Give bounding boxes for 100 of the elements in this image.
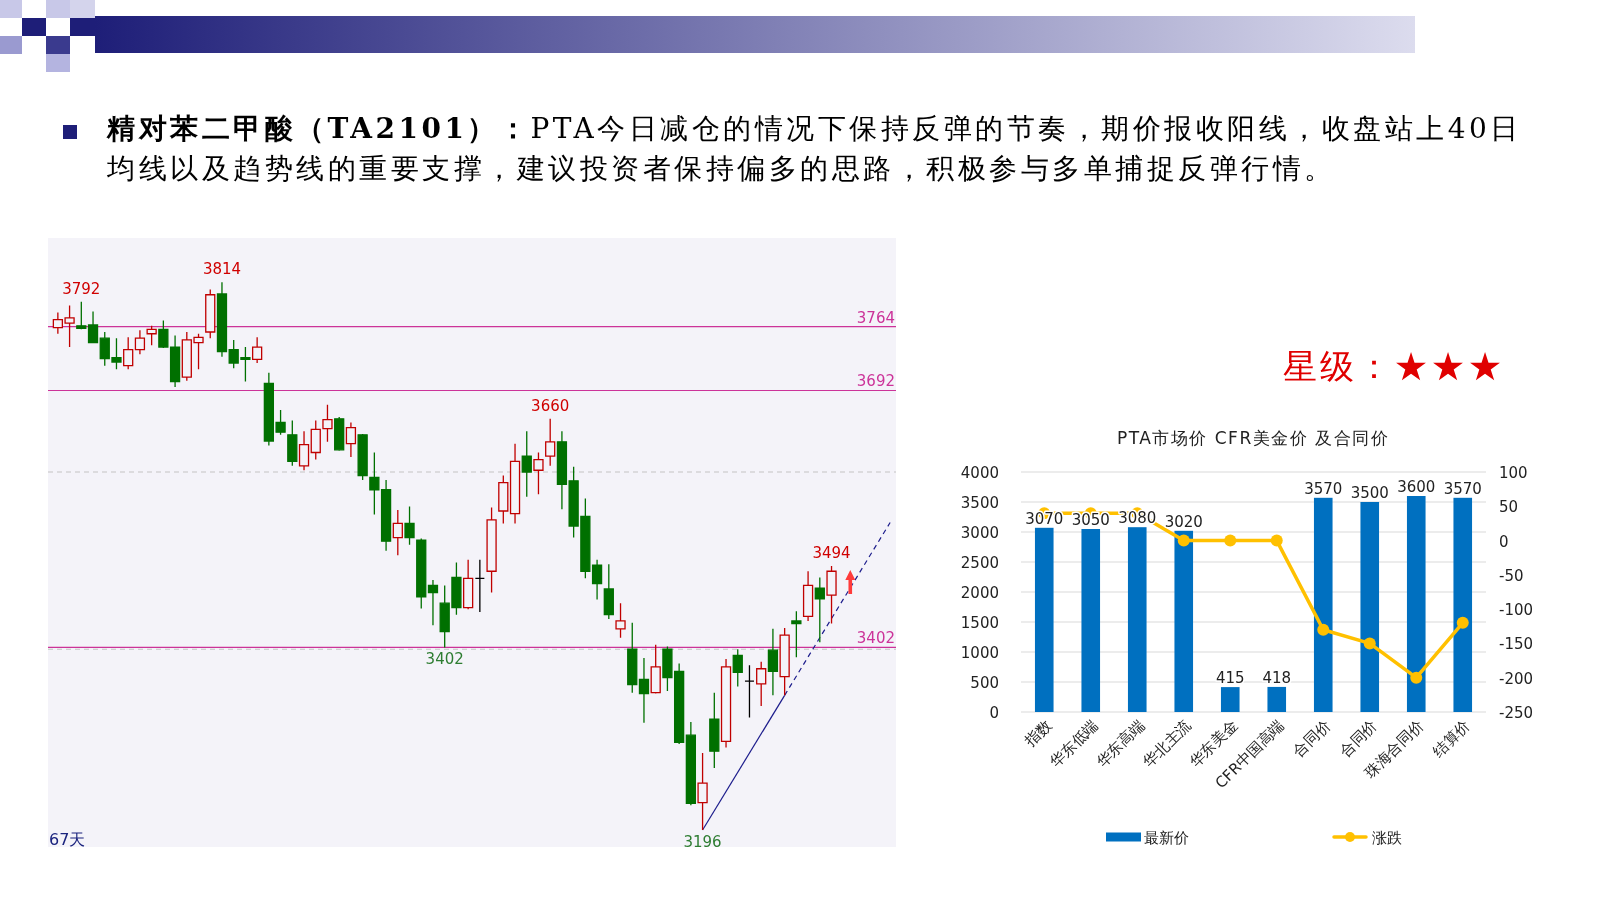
- candlestick: [521, 430, 532, 498]
- y-tick-label: 500: [970, 674, 999, 692]
- text: PTA今日减仓的情况下保持反弹的节奏，期价报收阳线，收盘站上40日: [530, 111, 1522, 147]
- x-tick-label: 结算价: [1429, 716, 1474, 761]
- y-tick-label: 4000: [960, 464, 999, 482]
- legend-label: 涨跌: [1372, 829, 1402, 847]
- candlestick: [123, 336, 134, 370]
- candlestick: [650, 644, 661, 695]
- candlestick: [767, 628, 779, 696]
- bar: [1360, 502, 1380, 712]
- annotation: 3196: [683, 833, 722, 852]
- bar: [1406, 496, 1426, 712]
- data-label: 3500: [1350, 484, 1389, 502]
- candlestick: [357, 433, 368, 481]
- y-tick-label: 1000: [960, 644, 999, 662]
- candlestick: [709, 692, 720, 769]
- bar: [1453, 497, 1473, 712]
- x-tick-label: 指数: [1020, 716, 1056, 751]
- candlestick: [685, 721, 697, 806]
- candlestick: [205, 288, 216, 339]
- candlestick: [146, 325, 157, 346]
- y-tick-label: 0: [989, 704, 999, 722]
- text: 精对苯二甲酸（TA2101）：: [107, 111, 531, 147]
- candlestick: [392, 509, 403, 556]
- candlestick: [334, 416, 345, 452]
- x-tick-label: 合同价: [1289, 716, 1335, 761]
- annotation: 3402: [425, 650, 464, 669]
- candlestick: [462, 559, 474, 611]
- point: [1177, 534, 1190, 547]
- bar: [1081, 529, 1101, 712]
- candlestick: [509, 443, 521, 525]
- candlestick: [486, 506, 497, 594]
- candlestick: [603, 563, 614, 620]
- candlestick: [732, 648, 743, 688]
- annotation: 3660: [531, 396, 570, 415]
- candlestick: [298, 430, 310, 471]
- bar: [1220, 687, 1240, 712]
- candlestick: [627, 622, 638, 694]
- candlestick: [287, 419, 298, 467]
- chart-title: PTA市场价 CFR美金价 及合同价: [1116, 428, 1390, 448]
- bar: [1174, 530, 1194, 712]
- data-label: 3600: [1397, 478, 1436, 496]
- candlestick: [791, 610, 802, 658]
- ref-line-label: 3402: [856, 629, 895, 648]
- candlestick: [697, 752, 708, 831]
- candlestick: [638, 657, 650, 724]
- y2-tick-label: -250: [1499, 704, 1534, 722]
- data-label: 3050: [1071, 511, 1110, 529]
- y-tick-label: 1500: [960, 614, 999, 632]
- text: 均线以及趋势线的重要支撑，建议投资者保持偏多的思路，积极参与多单捕捉反弹行情。: [107, 151, 1336, 187]
- candlestick: [826, 565, 837, 625]
- data-label: 418: [1262, 668, 1292, 687]
- bar: [1313, 497, 1333, 712]
- point: [1363, 637, 1376, 650]
- candlestick: [779, 627, 790, 696]
- data-label: 3070: [1025, 509, 1064, 528]
- data-label: 3570: [1443, 479, 1482, 498]
- y-tick-label: 3000: [960, 524, 999, 542]
- candlestick: [76, 301, 87, 330]
- candlestick: [87, 310, 99, 344]
- candlestick: [310, 419, 321, 461]
- candlestick: [216, 281, 228, 358]
- candlestick: [533, 451, 544, 495]
- point: [1456, 616, 1469, 629]
- bar: [1034, 527, 1054, 712]
- point: [1270, 534, 1283, 547]
- candlestick: [416, 537, 427, 610]
- candlestick: [251, 336, 263, 364]
- y-tick-label: 2000: [960, 584, 999, 602]
- data-label: 415: [1215, 669, 1245, 688]
- y2-tick-label: 100: [1499, 464, 1528, 482]
- annotation: 3494: [812, 543, 851, 562]
- candlestick: [345, 421, 357, 458]
- annotation: 3792: [62, 279, 101, 298]
- point: [1224, 534, 1237, 547]
- candlestick: [814, 576, 825, 643]
- candlestick: [322, 404, 333, 443]
- candlestick: [498, 474, 509, 525]
- candlestick: [134, 329, 146, 355]
- ref-line-label: 3764: [856, 308, 895, 327]
- y-tick-label: 3500: [960, 494, 999, 512]
- candlestick: [744, 664, 755, 719]
- y2-tick-label: -50: [1499, 566, 1524, 585]
- y2-tick-label: -150: [1499, 635, 1534, 654]
- ref-line-label: 3692: [856, 372, 895, 391]
- bar: [1267, 686, 1287, 712]
- annotation: 3814: [202, 260, 242, 279]
- point: [1410, 671, 1423, 684]
- candlestick: [615, 602, 626, 639]
- bar: [1127, 527, 1147, 712]
- candlestick: [427, 579, 439, 626]
- legend-label: 最新价: [1144, 829, 1189, 847]
- annotation: 67天: [49, 830, 86, 849]
- candlestick: [802, 570, 814, 622]
- y2-tick-label: -200: [1499, 669, 1534, 688]
- point: [1317, 623, 1330, 636]
- candlestick: [756, 661, 767, 707]
- candlestick: [404, 505, 415, 546]
- data-label: 3020: [1164, 512, 1203, 531]
- data-label: 3570: [1304, 479, 1343, 498]
